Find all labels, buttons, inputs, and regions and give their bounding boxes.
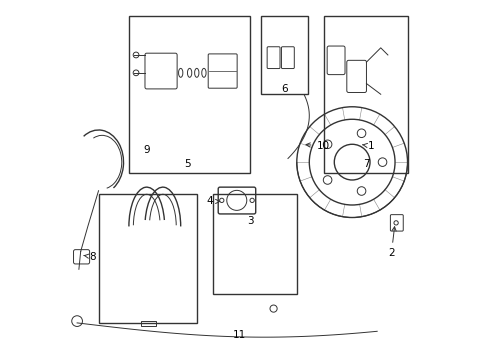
Text: 4: 4 bbox=[206, 197, 220, 206]
Text: 2: 2 bbox=[388, 227, 396, 258]
Text: 7: 7 bbox=[363, 159, 370, 169]
Text: 8: 8 bbox=[84, 252, 96, 262]
Bar bbox=[142, 321, 156, 327]
Bar bbox=[129, 16, 250, 173]
Text: 5: 5 bbox=[185, 159, 191, 169]
Text: 1: 1 bbox=[363, 141, 375, 151]
Bar bbox=[213, 194, 297, 294]
Text: 9: 9 bbox=[144, 145, 150, 155]
Bar bbox=[323, 16, 408, 173]
Bar bbox=[98, 194, 197, 323]
Text: 6: 6 bbox=[281, 84, 288, 94]
Bar bbox=[261, 16, 308, 94]
Text: 3: 3 bbox=[247, 216, 254, 226]
Text: 10: 10 bbox=[306, 141, 330, 151]
Text: 11: 11 bbox=[233, 330, 246, 341]
